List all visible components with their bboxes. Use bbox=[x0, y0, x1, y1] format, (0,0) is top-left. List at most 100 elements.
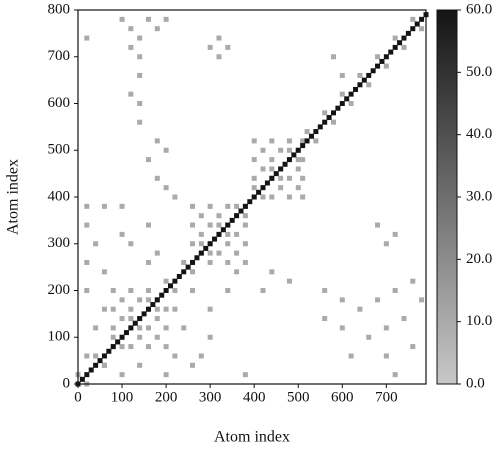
heatmap-cell bbox=[225, 259, 231, 265]
heatmap-cell bbox=[379, 58, 385, 64]
heatmap-cell bbox=[163, 185, 169, 191]
heatmap-cell bbox=[190, 259, 196, 265]
heatmap-cell bbox=[198, 241, 204, 247]
heatmap-cell bbox=[414, 21, 420, 27]
heatmap-cell bbox=[137, 72, 143, 78]
heatmap-cell bbox=[339, 297, 345, 303]
heatmap-cell bbox=[392, 231, 398, 237]
heatmap-cell bbox=[269, 138, 275, 144]
x-tick-label: 300 bbox=[199, 389, 222, 405]
heatmap-cell bbox=[172, 306, 178, 312]
heatmap-cell bbox=[123, 330, 129, 336]
y-tick-label: 500 bbox=[48, 142, 71, 158]
heatmap-cell bbox=[260, 185, 266, 191]
heatmap-cell bbox=[251, 138, 257, 144]
heatmap-cell bbox=[128, 316, 134, 322]
heatmap-cell bbox=[207, 241, 213, 247]
heatmap-cell bbox=[84, 353, 90, 359]
heatmap-cell bbox=[137, 316, 143, 322]
heatmap-cell bbox=[419, 297, 425, 303]
heatmap-cell bbox=[251, 185, 257, 191]
heatmap-cell bbox=[190, 288, 196, 293]
heatmap-cell bbox=[172, 278, 178, 284]
heatmap-cell bbox=[101, 269, 107, 275]
heatmap-cell bbox=[198, 213, 204, 219]
heatmap-cell bbox=[225, 203, 231, 209]
heatmap-cell bbox=[234, 203, 240, 209]
heatmap-cell bbox=[137, 101, 143, 106]
heatmap-cell bbox=[339, 101, 345, 106]
heatmap-cell bbox=[84, 35, 90, 41]
heatmap-cell bbox=[300, 138, 306, 144]
heatmap-cell bbox=[225, 241, 231, 247]
heatmap-cell bbox=[353, 86, 359, 92]
heatmap-cell bbox=[273, 171, 279, 177]
heatmap-cell bbox=[392, 372, 398, 378]
heatmap-cell bbox=[300, 175, 306, 181]
heatmap-cell bbox=[366, 82, 372, 88]
heatmap-cell bbox=[88, 367, 94, 373]
heatmap-cell bbox=[375, 297, 381, 303]
heatmap-cell bbox=[348, 101, 354, 106]
heatmap-cell bbox=[344, 96, 350, 102]
heatmap-cell bbox=[225, 44, 231, 50]
heatmap-cell bbox=[225, 222, 231, 228]
heatmap-cell bbox=[154, 26, 160, 32]
colorbar-tick-label: 0.0 bbox=[466, 375, 485, 391]
heatmap-cell bbox=[163, 16, 169, 22]
heatmap-cell bbox=[291, 152, 297, 158]
y-tick-label: 400 bbox=[48, 188, 71, 204]
heatmap-cell bbox=[93, 325, 99, 331]
heatmap-cell bbox=[145, 306, 151, 312]
heatmap-cell bbox=[207, 259, 213, 265]
heatmap-cell bbox=[361, 77, 367, 83]
heatmap-cell bbox=[137, 325, 143, 331]
heatmap-cell bbox=[256, 189, 262, 195]
heatmap-cell bbox=[137, 297, 143, 303]
heatmap-cell bbox=[260, 147, 266, 153]
x-tick-label: 100 bbox=[111, 389, 134, 405]
heatmap-cell bbox=[194, 255, 200, 261]
heatmap-cell bbox=[401, 316, 407, 322]
heatmap-cell bbox=[269, 175, 275, 181]
heatmap-cell bbox=[269, 194, 275, 200]
heatmap-cell bbox=[286, 138, 292, 144]
x-tick-label: 500 bbox=[287, 389, 310, 405]
heatmap-cell bbox=[234, 269, 240, 275]
heatmap-cell bbox=[119, 344, 125, 350]
heatmap-cell bbox=[234, 250, 240, 256]
colorbar-tick-label: 50.0 bbox=[466, 64, 492, 80]
heatmap-cell bbox=[225, 231, 231, 237]
heatmap-cell bbox=[207, 306, 213, 312]
heatmap-cell bbox=[357, 306, 363, 312]
heatmap-cell bbox=[198, 231, 204, 237]
heatmap-cell bbox=[128, 241, 134, 247]
heatmap-cell bbox=[295, 166, 301, 172]
heatmap-cell bbox=[216, 54, 222, 60]
heatmap-cell bbox=[84, 259, 90, 265]
heatmap-cell bbox=[419, 26, 425, 32]
heatmap-cell bbox=[348, 91, 354, 97]
colorbar-tick-label: 30.0 bbox=[466, 188, 492, 204]
heatmap-cell bbox=[203, 245, 209, 251]
heatmap-cell bbox=[207, 334, 213, 340]
heatmap-cell bbox=[295, 147, 301, 153]
heatmap-cell bbox=[97, 358, 103, 364]
heatmap-cell bbox=[286, 157, 292, 163]
heatmap-cell bbox=[84, 372, 90, 378]
heatmap-cell bbox=[128, 344, 134, 350]
heatmap-cell bbox=[375, 63, 381, 69]
heatmap-cell bbox=[172, 194, 178, 200]
heatmap-cell bbox=[300, 157, 306, 163]
heatmap-cell bbox=[119, 203, 125, 209]
heatmap-cell bbox=[251, 157, 257, 163]
heatmap-cell bbox=[207, 222, 213, 228]
heatmap-cell bbox=[110, 288, 116, 293]
y-tick-label: 600 bbox=[48, 95, 71, 111]
x-tick-label: 700 bbox=[375, 389, 398, 405]
heatmap-cell bbox=[198, 250, 204, 256]
heatmap-cell bbox=[172, 353, 178, 359]
heatmap-cell bbox=[251, 194, 257, 200]
heatmap-cell bbox=[392, 288, 398, 293]
heatmap-cell bbox=[198, 353, 204, 359]
